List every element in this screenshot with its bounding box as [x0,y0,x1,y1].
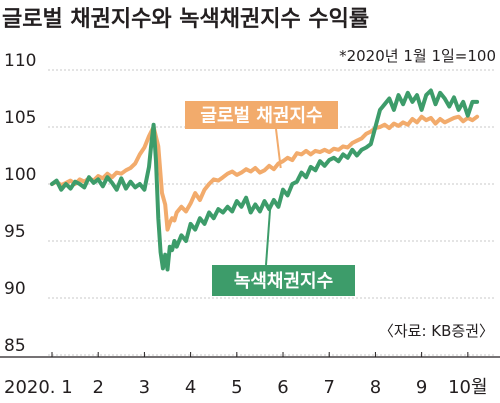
label-box-green [212,265,355,296]
x-axis: 2020. 1 2 3 4 5 6 7 8 9 10월 [0,352,500,398]
y-tick-label: 90 [4,279,26,299]
label-box-global [185,101,338,129]
y-tick-label: 85 [4,336,26,356]
x-tick-label: 4 [185,377,196,398]
label-pointer-global [275,128,282,169]
series-lines [50,88,480,272]
series-label-green: 녹색채권지수 [234,271,333,292]
x-tick-label: 2 [92,377,103,398]
series-line-green [50,88,480,272]
x-tick-label: 2020. 1 [4,377,73,398]
series-line-global [50,114,480,232]
y-tick-label: 100 [4,165,36,185]
series-label-global: 글로벌 채권지수 [200,106,322,127]
y-tick-label: 105 [4,108,36,128]
y-tick-label: 95 [4,222,26,242]
source-note: 〈자료: KB증권〉 [379,322,494,340]
x-tick-label: 3 [139,377,150,398]
x-tick-label: 10월 [448,377,487,398]
y-axis-ticks: 85 90 95 100 105 110 [4,51,36,356]
chart-title: 글로벌 채권지수와 녹색채권지수 수익률 [2,7,369,32]
y-tick-label: 110 [4,51,36,71]
x-tick-label: 5 [231,377,242,398]
x-tick-label: 8 [370,377,381,398]
x-tick-label: 7 [323,377,334,398]
x-tick-label: 9 [416,377,427,398]
label-pointer-green [265,209,272,266]
base-note: *2020년 1월 1일=100 [339,47,496,65]
x-tick-label: 6 [277,377,288,398]
